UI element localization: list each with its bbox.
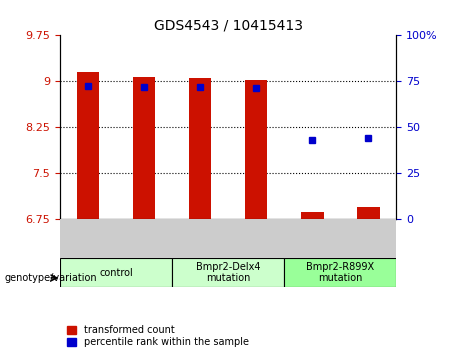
FancyBboxPatch shape [172, 258, 284, 287]
Text: control: control [99, 268, 133, 278]
Text: genotype/variation: genotype/variation [5, 273, 97, 283]
Text: GSM693826: GSM693826 [139, 222, 149, 280]
Text: GSM693825: GSM693825 [83, 222, 93, 281]
Bar [77, 72, 99, 219]
Bar [189, 78, 211, 219]
FancyBboxPatch shape [284, 258, 396, 287]
Text: GSM693828: GSM693828 [251, 222, 261, 280]
Title: GDS4543 / 10415413: GDS4543 / 10415413 [154, 19, 303, 33]
Text: Bmpr2-R899X
mutation: Bmpr2-R899X mutation [306, 262, 374, 284]
Text: GSM693830: GSM693830 [363, 222, 373, 280]
Bar [133, 77, 155, 219]
Bar [301, 211, 324, 219]
Text: GSM693827: GSM693827 [195, 222, 205, 281]
Bar [357, 207, 379, 219]
FancyBboxPatch shape [60, 258, 172, 287]
Legend: transformed count, percentile rank within the sample: transformed count, percentile rank withi… [65, 323, 251, 349]
Bar [245, 80, 267, 219]
Text: GSM693829: GSM693829 [307, 222, 317, 280]
Text: Bmpr2-Delx4
mutation: Bmpr2-Delx4 mutation [196, 262, 260, 284]
